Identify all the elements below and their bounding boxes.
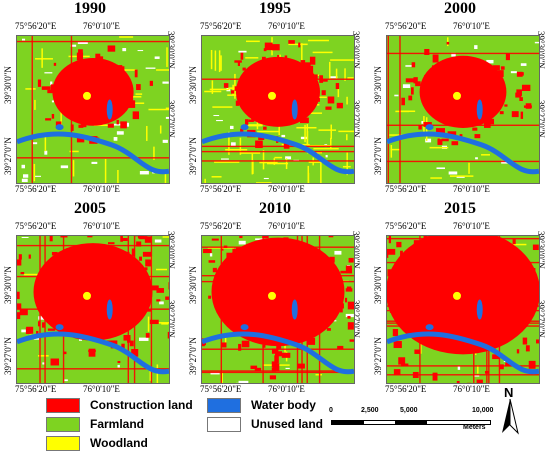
land-use-raster xyxy=(387,236,539,383)
panel-year: 2005 xyxy=(74,200,106,217)
lat-label: 39°30'0"N xyxy=(188,266,198,304)
lon-label: 76°0'10"E xyxy=(83,221,120,231)
lat-label: 39°30'0"N xyxy=(373,66,383,104)
legend-label: Construction land xyxy=(90,398,193,412)
land-use-map xyxy=(386,35,540,184)
lon-label: 76°0'10"E xyxy=(83,384,120,394)
lon-label: 75°56'20"E xyxy=(200,221,242,231)
legend-label: Unused land xyxy=(251,417,324,431)
lat-label: 39°27'0"N xyxy=(373,337,383,375)
land-use-raster xyxy=(202,36,354,183)
lon-label: 75°56'20"E xyxy=(15,221,57,231)
land-use-raster xyxy=(387,36,539,183)
north-label: N xyxy=(504,385,514,400)
water-body-swatch xyxy=(207,398,241,413)
lon-label: 76°0'10"E xyxy=(453,21,490,31)
lat-label: 39°27'0"N xyxy=(3,337,13,375)
land-use-map xyxy=(16,35,170,184)
lon-label: 75°56'20"E xyxy=(385,184,427,194)
lon-label: 76°0'10"E xyxy=(453,384,490,394)
map-panel-1995: 1995 75°56'20"E 76°0'10"E 39°30'0"N 39°2… xyxy=(185,0,365,200)
lat-label: 39°30'0"N xyxy=(188,66,198,104)
woodland-swatch xyxy=(46,436,80,451)
panel-year: 1990 xyxy=(74,0,106,17)
lat-label: 39°27'0"N xyxy=(373,137,383,175)
land-use-map xyxy=(16,235,170,384)
lon-label: 76°0'10"E xyxy=(83,21,120,31)
lon-label: 75°56'20"E xyxy=(15,384,57,394)
lon-label: 75°56'20"E xyxy=(385,21,427,31)
scale-bar-graphic xyxy=(331,420,491,425)
lon-label: 76°0'10"E xyxy=(268,384,305,394)
lon-label: 75°56'20"E xyxy=(15,21,57,31)
legend-label: Woodland xyxy=(90,436,148,450)
lon-label: 76°0'10"E xyxy=(268,184,305,194)
scale-unit: Meters xyxy=(463,424,486,431)
legend-label: Farmland xyxy=(90,417,145,431)
scale-tick: 5,000 xyxy=(400,407,418,414)
map-panel-2000: 2000 75°56'20"E 76°0'10"E 39°30'0"N 39°2… xyxy=(370,0,550,200)
map-panel-2005: 2005 75°56'20"E 76°0'10"E 39°30'0"N 39°2… xyxy=(0,200,180,400)
construction-land-swatch xyxy=(46,398,80,413)
lat-label: 39°30'0"N xyxy=(3,266,13,304)
land-use-raster xyxy=(17,236,169,383)
lon-label: 75°56'20"E xyxy=(200,21,242,31)
lat-label: 39°27'0"N xyxy=(188,337,198,375)
lat-label: 39°27'0"N xyxy=(3,137,13,175)
lon-label: 75°56'20"E xyxy=(385,384,427,394)
panel-year: 2000 xyxy=(444,0,476,17)
map-panel-1990: 1990 75°56'20"E 76°0'10"E 39°30'0"N 39°2… xyxy=(0,0,180,200)
north-arrow-icon xyxy=(502,399,519,435)
scale-tick: 0 xyxy=(329,407,333,414)
scale-bar: 0 2,500 5,000 10,000 Meters xyxy=(327,407,509,437)
lon-label: 76°0'10"E xyxy=(268,221,305,231)
lon-label: 75°56'20"E xyxy=(200,184,242,194)
panel-year: 1995 xyxy=(259,0,291,17)
legend-label: Water body xyxy=(251,398,316,412)
lon-label: 75°56'20"E xyxy=(200,384,242,394)
land-use-map xyxy=(201,235,355,384)
north-arrow: N xyxy=(498,385,522,435)
map-panel-2015: 2015 75°56'20"E 76°0'10"E 39°30'0"N 39°2… xyxy=(370,200,550,400)
land-use-raster xyxy=(202,236,354,383)
lon-label: 76°0'10"E xyxy=(453,184,490,194)
lon-label: 75°56'20"E xyxy=(385,221,427,231)
lat-label: 39°30'0"N xyxy=(373,266,383,304)
land-use-raster xyxy=(17,36,169,183)
scale-tick: 2,500 xyxy=(361,407,379,414)
map-panel-2010: 2010 75°56'20"E 76°0'10"E 39°30'0"N 39°2… xyxy=(185,200,365,400)
lon-label: 76°0'10"E xyxy=(453,221,490,231)
lat-label: 39°30'0"N xyxy=(3,66,13,104)
land-use-map xyxy=(201,35,355,184)
panel-year: 2015 xyxy=(444,200,476,217)
lon-label: 75°56'20"E xyxy=(15,184,57,194)
farmland-swatch xyxy=(46,417,80,432)
panel-year: 2010 xyxy=(259,200,291,217)
lon-label: 76°0'10"E xyxy=(83,184,120,194)
scale-tick: 10,000 xyxy=(472,407,494,414)
land-use-map xyxy=(386,235,540,384)
lat-label: 39°27'0"N xyxy=(188,137,198,175)
lon-label: 76°0'10"E xyxy=(268,21,305,31)
unused-land-swatch xyxy=(207,417,241,432)
